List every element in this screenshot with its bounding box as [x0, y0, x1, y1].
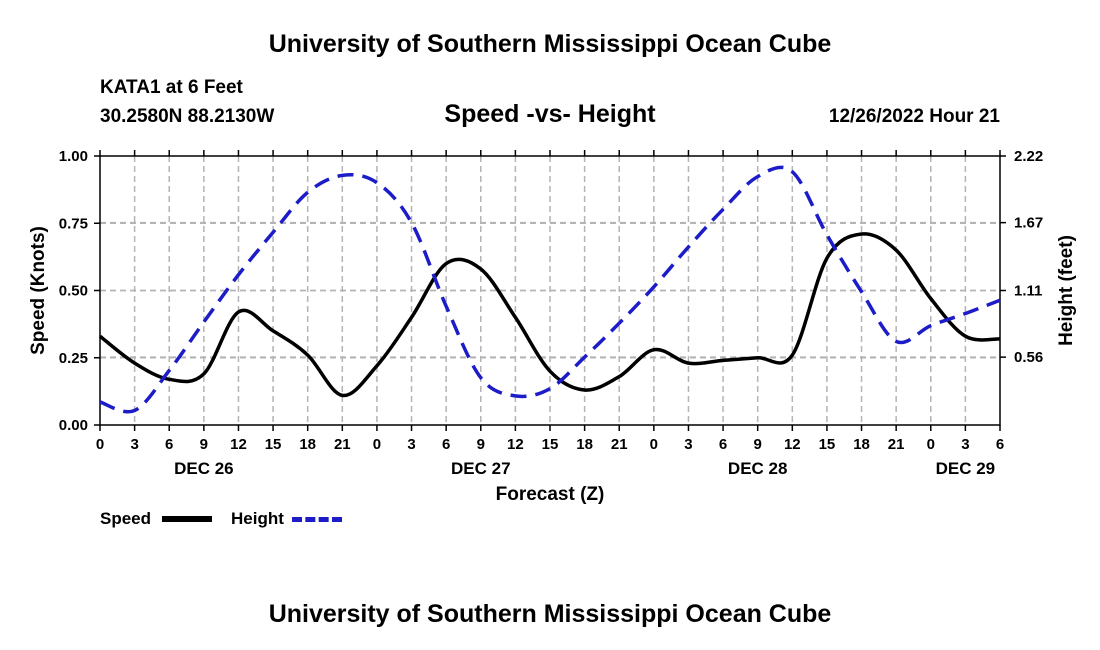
x-tick-label: 0	[96, 436, 104, 453]
date-label: DEC 27	[451, 459, 511, 478]
x-tick-label: 3	[961, 436, 969, 453]
forecast-datetime: 12/26/2022 Hour 21	[828, 106, 1000, 127]
station-label: KATA1 at 6 Feet	[100, 77, 243, 98]
y-tick-label-left: 0.50	[59, 283, 88, 300]
y-tick-label-right: 0.56	[1014, 349, 1043, 366]
x-tick-label: 21	[334, 436, 351, 453]
y-tick-label-left: 0.00	[59, 417, 88, 434]
x-tick-label: 3	[407, 436, 415, 453]
x-tick-label: 6	[165, 436, 173, 453]
x-tick-label: 12	[507, 436, 524, 453]
x-tick-label: 9	[200, 436, 208, 453]
series-line-height	[99, 165, 1001, 414]
chart-title: University of Southern Mississippi Ocean…	[268, 30, 832, 58]
x-tick-label: 3	[130, 436, 138, 453]
x-tick-label: 3	[684, 436, 692, 453]
x-tick-label: 21	[888, 436, 905, 453]
x-tick-label: 18	[853, 436, 870, 453]
x-tick-label: 18	[576, 436, 593, 453]
legend-speed-label: Speed	[100, 509, 152, 528]
legend-height-label: Height	[231, 509, 284, 528]
station-coordinates: 30.2580N 88.2130W	[100, 106, 275, 127]
x-tick-label: 0	[373, 436, 381, 453]
x-tick-label: 0	[927, 436, 935, 453]
date-label: DEC 28	[728, 459, 788, 478]
footer-title: University of Southern Mississippi Ocean…	[268, 600, 832, 628]
x-tick-label: 0	[650, 436, 658, 453]
x-tick-label: 6	[719, 436, 727, 453]
y-tick-label-left: 0.25	[59, 350, 88, 367]
x-tick-label: 9	[754, 436, 762, 453]
x-tick-label: 6	[996, 436, 1004, 453]
y-axis-label-left: Speed (Knots)	[28, 226, 49, 355]
x-tick-label: 15	[265, 436, 282, 453]
x-axis-label: Forecast (Z)	[496, 484, 605, 505]
x-tick-label: 15	[819, 436, 836, 453]
y-tick-label-left: 0.75	[59, 215, 88, 232]
chart-subtitle: Speed -vs- Height	[444, 100, 656, 128]
x-tick-label: 9	[477, 436, 485, 453]
x-tick-label: 12	[784, 436, 801, 453]
x-tick-label: 15	[542, 436, 559, 453]
y-axis-label-right: Height (feet)	[1056, 235, 1077, 346]
x-tick-label: 21	[611, 436, 628, 453]
date-label: DEC 29	[936, 459, 996, 478]
y-tick-label-right: 1.67	[1014, 215, 1043, 232]
y-tick-label-left: 1.00	[59, 148, 88, 165]
series-line-speed	[98, 232, 1001, 398]
x-tick-label: 6	[442, 436, 450, 453]
y-tick-label-right: 2.22	[1014, 148, 1043, 165]
x-tick-label: 18	[299, 436, 316, 453]
x-tick-label: 12	[230, 436, 247, 453]
legend-height-swatch	[292, 517, 342, 522]
date-label: DEC 26	[174, 459, 234, 478]
legend-speed-swatch	[162, 516, 212, 522]
y-tick-label-right: 1.11	[1014, 283, 1042, 300]
